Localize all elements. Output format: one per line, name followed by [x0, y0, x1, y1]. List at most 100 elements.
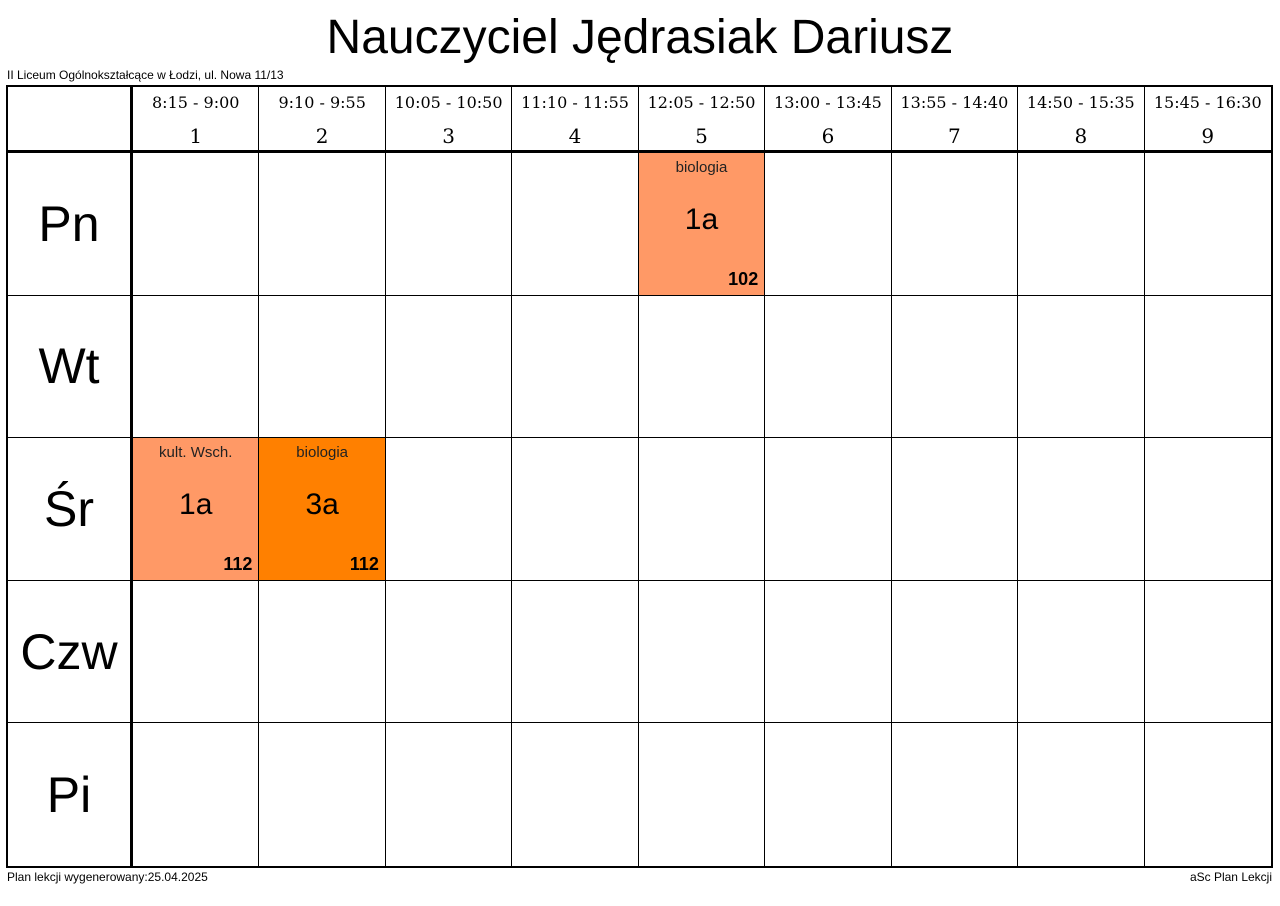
- lesson-class: 1a: [179, 488, 213, 522]
- timetable-cell: [1018, 295, 1145, 439]
- timetable-cell: [891, 438, 1019, 581]
- timetable-cell: [259, 295, 386, 439]
- period-number: 9: [1201, 124, 1215, 148]
- timetable-cell: [1018, 580, 1145, 724]
- timetable-cell: [1144, 296, 1271, 439]
- timetable-cell: [259, 580, 386, 724]
- app-name: aSc Plan Lekcji: [1189, 870, 1272, 884]
- period-time: 13:00 - 13:45: [774, 93, 882, 112]
- timetable-cell: [891, 295, 1019, 439]
- period-number: 5: [695, 124, 708, 148]
- period-time: 11:10 - 11:55: [521, 93, 629, 112]
- timetable-cell: [512, 723, 639, 866]
- lesson-subject: biologia: [675, 159, 728, 176]
- timetable-cell: [1145, 723, 1271, 866]
- lesson-room: 102: [728, 268, 759, 289]
- day-label: Pn: [38, 195, 100, 252]
- timetable-cell: [512, 153, 639, 296]
- timetable-cell: [385, 438, 513, 581]
- period-number: 3: [442, 124, 455, 148]
- period-header: 15:45 - 16:30 9: [1144, 87, 1271, 153]
- timetable-cell: [765, 295, 892, 439]
- timetable-cell: [892, 723, 1019, 866]
- timetable-cell: [133, 723, 260, 866]
- period-header: 9:10 - 9:55 2: [259, 87, 386, 153]
- period-header: 14:50 - 15:35 8: [1018, 87, 1145, 153]
- day-header: Czw: [8, 580, 133, 724]
- timetable-cell: [765, 580, 892, 724]
- timetable-cell: [1018, 153, 1145, 296]
- timetable-cell: [133, 153, 260, 296]
- lesson-subject: biologia: [296, 444, 349, 462]
- period-number: 7: [948, 124, 961, 148]
- timetable-cell: [891, 580, 1019, 724]
- timetable-cell: [259, 153, 386, 296]
- timetable-cell: [259, 723, 386, 866]
- timetable-cell: [638, 438, 766, 581]
- timetable-grid: 8:15 - 9:00 1 9:10 - 9:55 2 10:05 - 10:50 3 11…: [6, 85, 1273, 868]
- timetable-cell: [512, 580, 639, 724]
- corner-cell: [8, 87, 133, 153]
- timetable-cell: [385, 153, 513, 296]
- timetable-cell: [638, 295, 766, 439]
- period-header: 8:15 - 9:00 1: [133, 87, 260, 153]
- period-header: 12:05 - 12:50 5: [638, 87, 766, 153]
- timetable-cell: biologia 3a 112: [259, 438, 386, 581]
- timetable-cell: [638, 580, 766, 724]
- timetable-cell: [385, 295, 513, 439]
- lesson-class: 1a: [684, 203, 719, 236]
- period-header: 10:05 - 10:50 3: [385, 87, 513, 153]
- timetable-cell: kult. Wsch. 1a 112: [133, 438, 260, 581]
- timetable-cell: [765, 153, 892, 296]
- period-number: 6: [821, 124, 835, 148]
- timetable-cell: [765, 438, 892, 581]
- timetable-cell: [133, 580, 260, 724]
- timetable-cell: [1144, 153, 1271, 296]
- day-label: Śr: [44, 480, 94, 537]
- period-time: 9:10 - 9:55: [278, 93, 366, 112]
- day-header: Pi: [8, 723, 133, 866]
- day-header: Śr: [8, 438, 133, 581]
- timetable-cell: [765, 723, 892, 866]
- day-header: Pn: [8, 153, 133, 296]
- timetable-cell: [385, 580, 513, 724]
- day-header: Wt: [8, 295, 133, 439]
- school-name: II Liceum Ogólnokształcące w Łodzi, ul. …: [7, 68, 284, 82]
- day-label: Pi: [46, 766, 92, 823]
- period-time: 14:50 - 15:35: [1026, 93, 1135, 112]
- page-title: Nauczyciel Jędrasiak Dariusz: [326, 11, 954, 64]
- lesson-class: 3a: [305, 488, 339, 522]
- period-header: 13:55 - 14:40 7: [891, 87, 1019, 153]
- timetable-cell: [639, 723, 766, 866]
- timetable-cell: [386, 723, 513, 866]
- period-time: 8:15 - 9:00: [152, 93, 240, 112]
- period-number: 2: [315, 124, 329, 148]
- period-header: 13:00 - 13:45 6: [765, 87, 892, 153]
- period-number: 8: [1074, 124, 1088, 148]
- period-time: 10:05 - 10:50: [394, 93, 503, 112]
- lesson-subject: kult. Wsch.: [159, 444, 233, 462]
- period-time: 13:55 - 14:40: [900, 93, 1009, 112]
- generated-date: Plan lekcji wygenerowany:25.04.2025: [7, 870, 208, 884]
- period-number: 4: [568, 124, 582, 148]
- period-time: 15:45 - 16:30: [1153, 93, 1262, 112]
- lesson-room: 112: [223, 553, 253, 574]
- period-time: 12:05 - 12:50: [647, 93, 756, 112]
- timetable-cell: [512, 438, 639, 581]
- lesson-card[interactable]: biologia 1a 102: [638, 153, 765, 295]
- day-label: Wt: [38, 338, 100, 395]
- timetable-cell: [1144, 581, 1271, 724]
- timetable-cell: [133, 295, 260, 439]
- day-label: Czw: [20, 623, 118, 680]
- timetable-cell: [1018, 723, 1145, 866]
- period-header: 11:10 - 11:55 4: [512, 87, 639, 153]
- timetable-cell: [1018, 438, 1145, 581]
- period-number: 1: [189, 124, 203, 148]
- timetable-cell: [512, 295, 639, 439]
- timetable-cell: [1144, 438, 1271, 581]
- lesson-card[interactable]: kult. Wsch. 1a 112: [133, 438, 259, 580]
- timetable-cell: biologia 1a 102: [638, 153, 766, 296]
- lesson-room: 112: [349, 553, 379, 574]
- lesson-card[interactable]: biologia 3a 112: [259, 438, 385, 580]
- timetable-cell: [891, 153, 1019, 296]
